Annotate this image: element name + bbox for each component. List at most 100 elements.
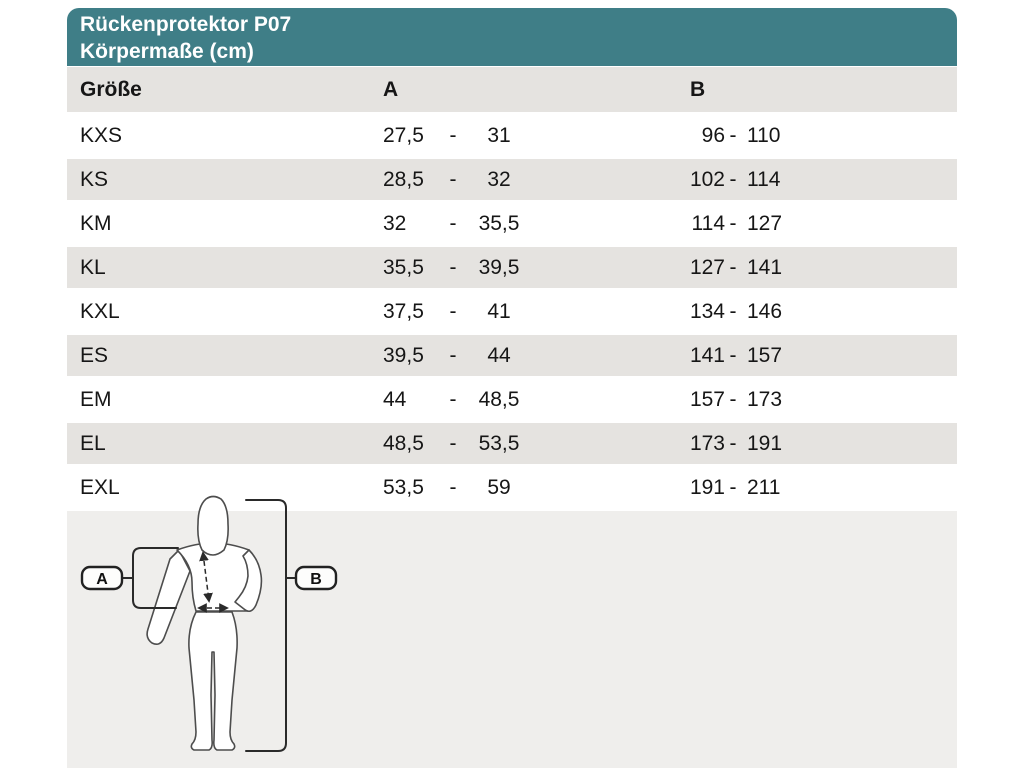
table-row: EL 48,5 - 53,5 173-191 <box>67 423 957 464</box>
product-title: Rückenprotektor P07 <box>80 13 292 36</box>
table-row: KXS 27,5 - 31 96-110 <box>67 115 957 156</box>
b-from-value: 141 <box>689 344 725 367</box>
a-to-value: 35,5 <box>478 212 520 235</box>
label-a-box <box>80 565 124 591</box>
size-label: KS <box>80 168 109 191</box>
size-label: EL <box>80 432 106 455</box>
size-table-body: KXS 27,5-31 96-110 KS 28,5-32 102-114 KM <box>67 115 957 508</box>
range-b: 114-127 <box>683 203 957 244</box>
range-dash: - <box>449 344 457 367</box>
range-a: 37,5 - 41 <box>383 291 683 332</box>
figure-head <box>197 495 229 556</box>
b-from-value: 102 <box>689 168 725 191</box>
column-header-a: A <box>383 78 399 101</box>
range-dash: - <box>449 124 457 147</box>
range-dash: - <box>449 212 457 235</box>
a-to-value: 59 <box>487 476 511 499</box>
table-row: KXL 37,5-41 134-146 <box>67 291 957 332</box>
range-dash: - <box>449 256 457 279</box>
b-to-value: 157 <box>747 344 783 367</box>
a-to-value: 53,5 <box>478 432 520 455</box>
a-from-value: 32 <box>383 212 407 235</box>
range-dash: - <box>449 300 457 323</box>
a-to-value: 48,5 <box>478 388 520 411</box>
size-label: KXL <box>80 300 120 323</box>
range-a: 28,5 - 32 <box>383 159 683 200</box>
column-header-size: Größe <box>80 78 142 101</box>
range-b: 127-141 <box>683 247 957 288</box>
b-from-value: 96 <box>701 124 725 147</box>
range-a: 27,5 - 31 <box>383 115 683 156</box>
size-label: ES <box>80 344 109 367</box>
b-to-value: 191 <box>747 432 783 455</box>
body-measurement-diagram: A B <box>80 495 338 752</box>
a-to-value: 31 <box>487 124 511 147</box>
table-row: EM 44-48,5 157-173 <box>67 379 957 420</box>
a-from-value: 39,5 <box>383 344 424 367</box>
range-dash: - <box>729 344 737 367</box>
range-dash: - <box>729 476 737 499</box>
b-to-value: 141 <box>747 256 783 279</box>
size-table: Größe A B KXS 27,5-31 96-110 KS 28,5-32 … <box>67 67 957 508</box>
label-a-text: A <box>96 571 108 588</box>
range-a: 32 -35,5 <box>383 203 683 244</box>
chart-title-bar: Rückenprotektor P07 Körpermaße (cm) <box>67 8 957 66</box>
table-header-row: Größe A B <box>67 67 957 112</box>
range-dash: - <box>449 168 457 191</box>
a-from-value: 35,5 <box>383 256 424 279</box>
table-row: EXL 53,5-59 191-211 <box>67 467 957 508</box>
size-label: KL <box>80 256 106 279</box>
range-dash: - <box>729 388 737 411</box>
range-dash: - <box>729 212 737 235</box>
range-a: 44 -48,5 <box>383 379 683 420</box>
size-label: EXL <box>80 476 120 499</box>
table-row: KS 28,5-32 102-114 <box>67 159 957 200</box>
range-dash: - <box>729 256 737 279</box>
a-from-value: 37,5 <box>383 300 424 323</box>
b-from-value: 191 <box>689 476 725 499</box>
a-to-value: 32 <box>487 168 511 191</box>
a-to-value: 44 <box>487 344 511 367</box>
range-b: 134-146 <box>683 291 957 332</box>
range-dash: - <box>729 168 737 191</box>
range-b: 191-211 <box>683 467 957 508</box>
range-dash: - <box>449 476 457 499</box>
range-dash: - <box>729 432 737 455</box>
b-to-value: 110 <box>747 124 781 147</box>
label-b-text: B <box>310 571 322 588</box>
range-a: 53,5 - 59 <box>383 467 683 508</box>
figure-left-arm <box>146 549 191 645</box>
measure-b-bracket <box>245 499 287 752</box>
b-from-value: 127 <box>689 256 725 279</box>
table-row: KM 32-35,5 114-127 <box>67 203 957 244</box>
range-b: 173-191 <box>683 423 957 464</box>
b-to-value: 146 <box>747 300 783 323</box>
b-to-value: 211 <box>747 476 781 499</box>
a-from-value: 53,5 <box>383 476 424 499</box>
a-from-value: 28,5 <box>383 168 424 191</box>
a-to-value: 39,5 <box>478 256 520 279</box>
b-to-value: 173 <box>747 388 783 411</box>
measurement-subtitle: Körpermaße (cm) <box>80 40 254 63</box>
b-from-value: 157 <box>689 388 725 411</box>
range-a: 35,5 -39,5 <box>383 247 683 288</box>
size-label: EM <box>80 388 112 411</box>
a-to-value: 41 <box>487 300 511 323</box>
b-from-value: 134 <box>689 300 725 323</box>
a-from-value: 48,5 <box>383 432 424 455</box>
figure-right-arm <box>234 549 263 613</box>
b-from-value: 114 <box>691 212 725 235</box>
a-from-value: 27,5 <box>383 124 424 147</box>
range-dash: - <box>729 300 737 323</box>
b-to-value: 127 <box>747 212 783 235</box>
a-from-value: 44 <box>383 388 407 411</box>
size-label: KXS <box>80 124 123 147</box>
range-b: 141-157 <box>683 335 957 376</box>
table-row: ES 39,5-44 141-157 <box>67 335 957 376</box>
range-b: 96-110 <box>683 115 957 156</box>
column-header-b: B <box>690 78 706 101</box>
b-from-value: 173 <box>689 432 725 455</box>
back-length-dashed-line <box>199 551 213 603</box>
label-b-box <box>294 565 338 591</box>
